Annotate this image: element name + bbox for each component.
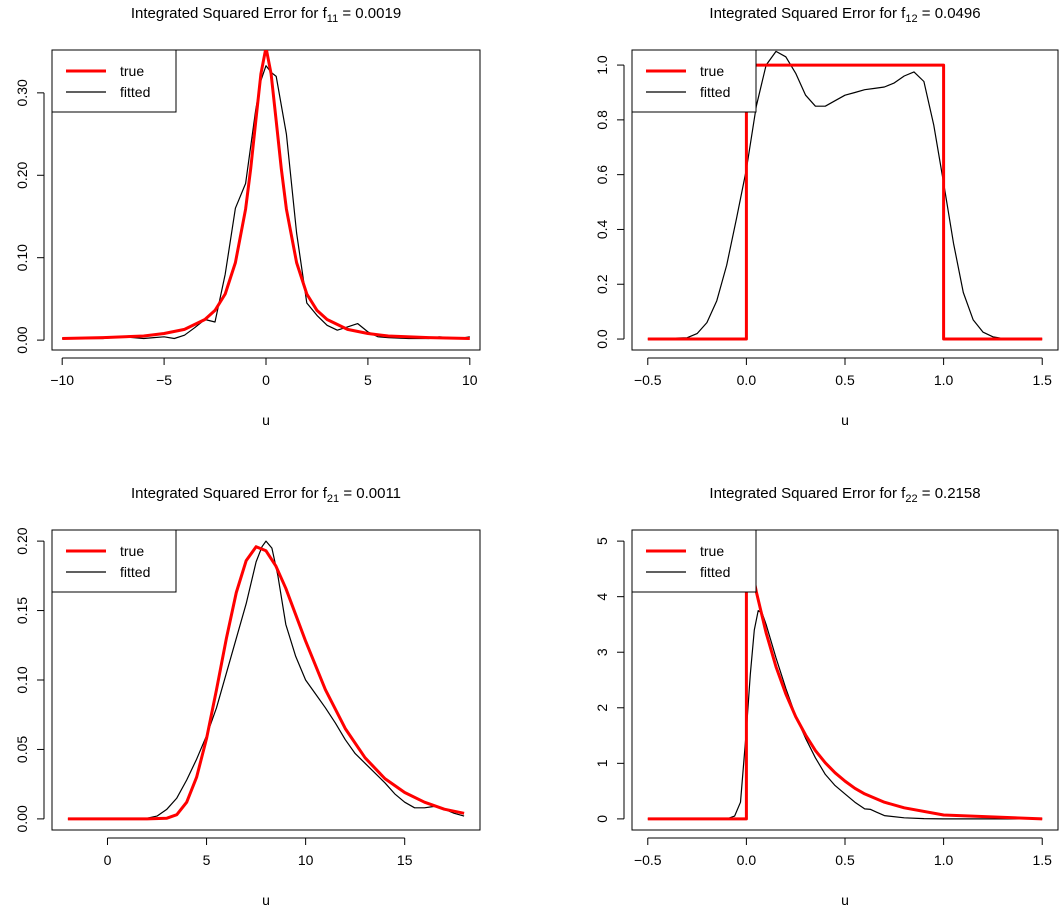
x-axis-label: u [262,412,270,428]
legend-label-true: true [700,543,724,559]
legend-box [631,529,757,593]
legend-box [51,529,177,593]
y-tick-label: 0.8 [594,110,610,130]
panel-4: Integrated Squared Error for f22 = 0.215… [594,485,1059,908]
chart-title-main: Integrated Squared Error for f [131,485,328,502]
x-axis: −0.5 0.0 0.5 1.0 1.5 u [634,357,1052,428]
y-axis: 0 1 2 3 4 5 [594,537,625,823]
y-tick-label: 0.0 [594,329,610,349]
chart-title-value: = 0.0496 [918,5,981,22]
y-axis: 0.00 0.05 0.10 0.15 0.20 [14,527,45,833]
y-tick-label: 0.20 [14,527,30,554]
series-line-true [67,545,465,821]
chart-title: Integrated Squared Error for f11 = 0.001… [131,5,401,25]
y-tick-label: 0.30 [14,79,30,106]
y-tick-label: 0.20 [14,161,30,188]
x-tick-label: 0 [262,372,270,388]
chart-title: Integrated Squared Error for f21 = 0.001… [131,485,401,505]
series-line-true [647,63,1043,341]
y-tick-label: 0.00 [14,805,30,832]
x-tick-label: 5 [364,372,372,388]
y-axis: 0.00 0.10 0.20 0.30 [14,79,45,354]
legend: true fitted [631,49,757,113]
x-tick-label: 0 [104,852,112,868]
legend-label-fitted: fitted [120,84,150,100]
y-tick-label: 0.6 [594,165,610,185]
x-axis: −0.5 0.0 0.5 1.0 1.5 u [634,837,1052,908]
x-tick-label: 1.0 [934,372,954,388]
x-tick-label: 0.0 [737,372,757,388]
legend-label-true: true [700,63,724,79]
y-tick-label: 0.10 [14,244,30,271]
chart-title-value: = 0.0019 [338,5,401,22]
series-line-fitted [67,540,465,820]
series-line-true [62,50,470,340]
x-tick-label: 10 [462,372,478,388]
y-tick-label: 1.0 [594,55,610,75]
y-tick-label: 0 [594,815,610,823]
panel-3: Integrated Squared Error for f21 = 0.001… [14,485,481,908]
chart-title-main: Integrated Squared Error for f [709,5,906,22]
legend-box [51,49,177,113]
legend-label-true: true [120,63,144,79]
legend-box [631,49,757,113]
chart-title: Integrated Squared Error for f22 = 0.215… [709,485,980,505]
chart-title-subscript: 12 [905,13,917,25]
chart-title-value: = 0.2158 [918,485,981,502]
x-tick-label: −0.5 [634,852,662,868]
y-tick-label: 0.4 [594,220,610,240]
x-tick-label: 1.0 [934,852,954,868]
x-tick-label: 5 [203,852,211,868]
x-tick-label: 15 [397,852,413,868]
chart-title-subscript: 11 [327,13,338,25]
x-axis: 0 5 10 15 u [104,837,413,908]
y-tick-label: 0.15 [14,597,30,624]
x-tick-label: 0.5 [835,372,855,388]
x-axis-label: u [262,892,270,908]
x-tick-label: −10 [50,372,74,388]
x-tick-label: 1.5 [1032,372,1052,388]
legend-label-true: true [120,543,144,559]
y-tick-label: 0.2 [594,274,610,294]
chart-title: Integrated Squared Error for f12 = 0.049… [709,5,980,25]
legend-label-fitted: fitted [700,564,730,580]
plot-frame [631,49,1059,351]
x-tick-label: −5 [156,372,172,388]
legend: true fitted [631,529,757,593]
x-axis-label: u [841,412,849,428]
y-tick-label: 2 [594,704,610,712]
x-tick-label: 1.5 [1032,852,1052,868]
y-tick-label: 4 [594,593,610,601]
legend-label-fitted: fitted [120,564,150,580]
series-line-fitted [647,609,1043,820]
x-tick-label: 0.0 [737,852,757,868]
y-tick-label: 3 [594,648,610,656]
chart-title-main: Integrated Squared Error for f [131,5,328,22]
series-line-fitted [647,50,1043,340]
chart-title-value: = 0.0011 [339,485,401,502]
x-tick-label: −0.5 [634,372,662,388]
panel-2: Integrated Squared Error for f12 = 0.049… [594,5,1059,428]
y-tick-label: 5 [594,537,610,545]
chart-title-subscript: 22 [905,493,917,505]
plot-frame [631,529,1059,831]
x-axis-label: u [841,892,849,908]
y-tick-label: 0.05 [14,736,30,763]
y-axis: 0.0 0.2 0.4 0.6 0.8 1.0 [594,55,625,349]
x-tick-label: 0.5 [835,852,855,868]
y-tick-label: 0.00 [14,326,30,353]
x-axis: −10 −5 0 5 10 u [50,357,478,428]
legend: true fitted [51,49,177,113]
legend-label-fitted: fitted [700,84,730,100]
y-tick-label: 0.10 [14,666,30,693]
y-tick-label: 1 [594,759,610,767]
plot-frame [51,529,481,831]
x-tick-label: 10 [298,852,314,868]
panel-1: Integrated Squared Error for f11 = 0.001… [14,5,481,428]
chart-title-main: Integrated Squared Error for f [709,485,906,502]
legend: true fitted [51,529,177,593]
chart-title-subscript: 21 [327,493,339,505]
